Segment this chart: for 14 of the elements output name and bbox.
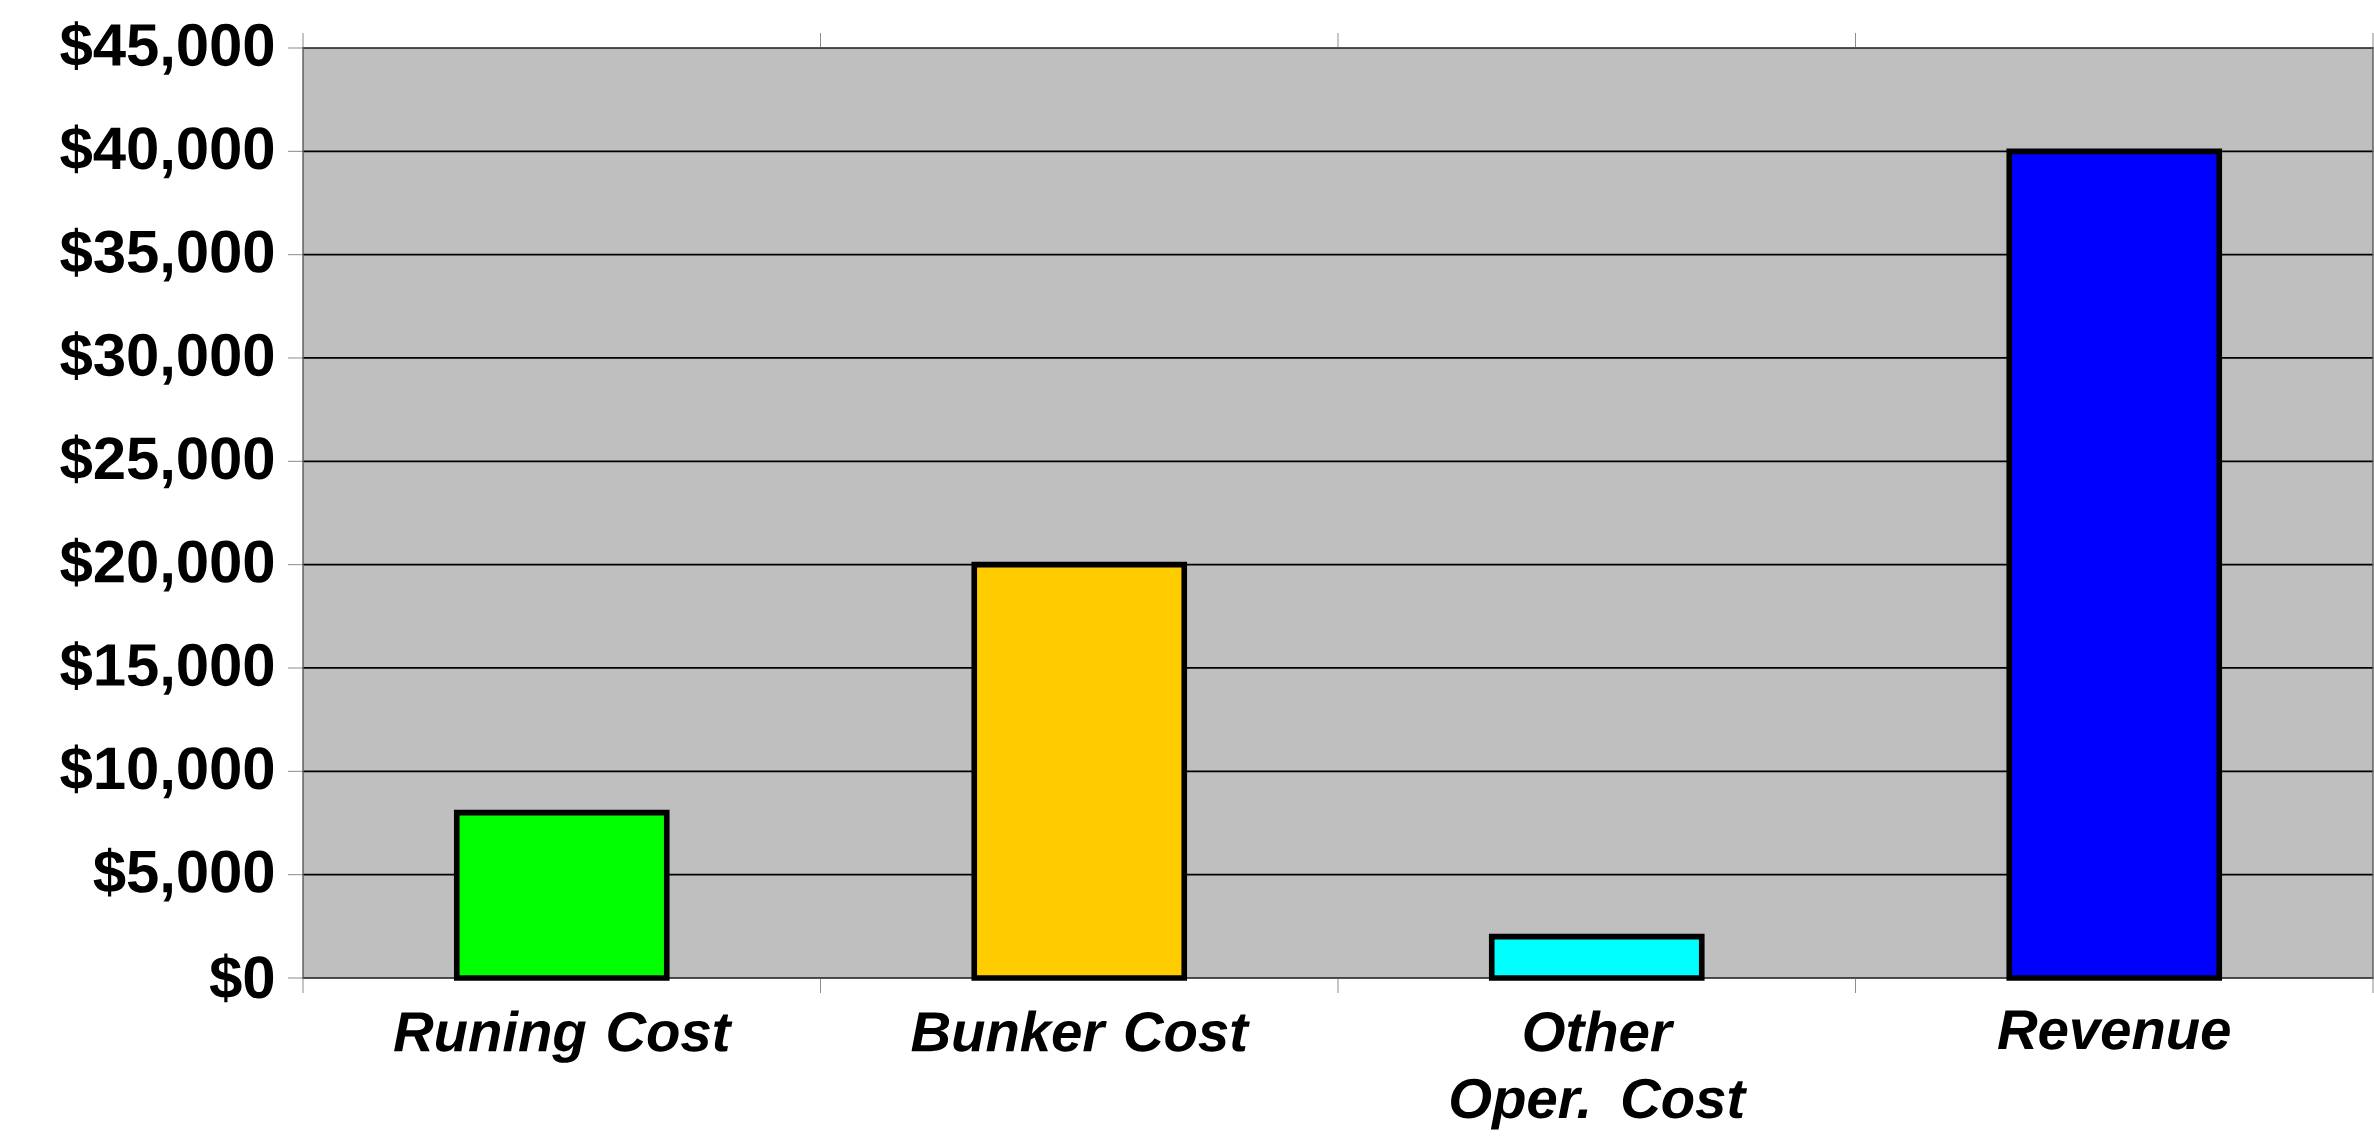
x-tick-label: Revenue: [1998, 1010, 2230, 1050]
x-tick-label: Bunker Cost: [911, 1010, 1250, 1052]
y-tick-label: $15,000: [60, 641, 274, 695]
y-tick-label: $45,000: [60, 21, 274, 75]
y-tick-label: $30,000: [60, 331, 274, 385]
x-tick-label: Other Oper. Cost: [1451, 1010, 1748, 1130]
y-tick-label: $25,000: [60, 434, 274, 489]
y-tick-label: $35,000: [60, 227, 274, 282]
y-tick-label: $5,000: [93, 847, 274, 902]
y-tick-label: $40,000: [60, 124, 274, 179]
y-tick-label: $10,000: [60, 744, 274, 799]
y-tick-label: $20,000: [60, 537, 274, 592]
x-tick-label: Runing Cost: [394, 1010, 733, 1063]
y-tick-label: $0: [209, 953, 274, 1003]
